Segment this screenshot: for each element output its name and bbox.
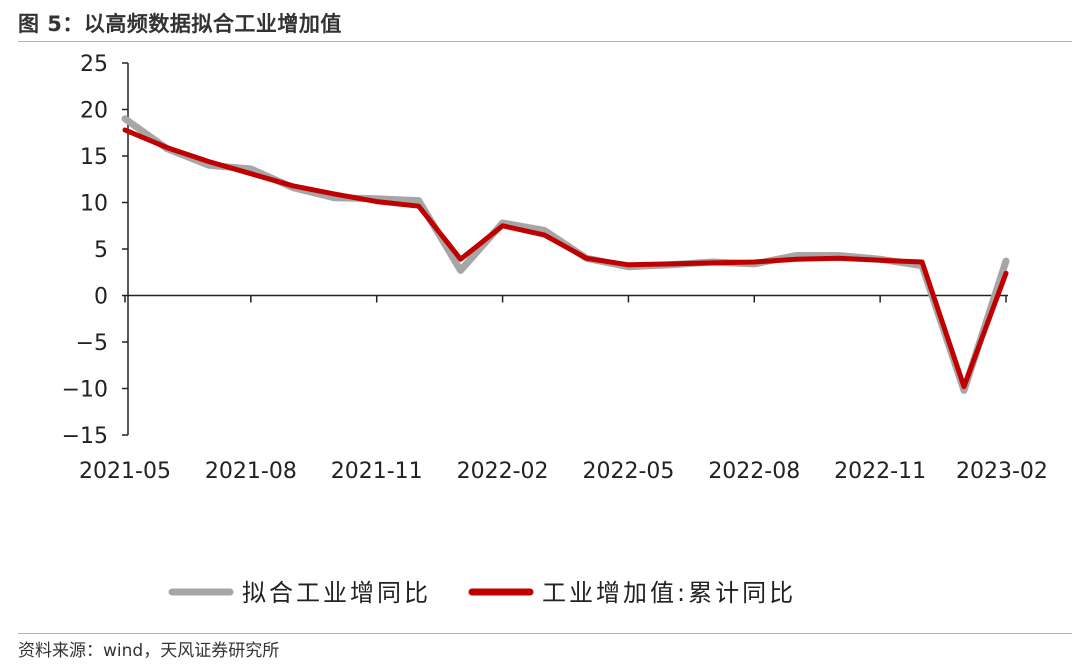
y-tick-label: −15	[62, 424, 108, 449]
series-lines	[121, 115, 1010, 394]
y-tick-label: −5	[76, 331, 108, 356]
x-tick-label: 2021-05	[79, 459, 171, 484]
source-note: 资料来源：wind，天风证券研究所	[18, 641, 280, 661]
line-chart: 25 20 15 10 5 0 −5 −10 −15 2021-05 2021-08 2021-11…	[62, 52, 1048, 607]
y-tick-label: 15	[80, 145, 108, 170]
x-tick-label: 2023-02	[956, 459, 1048, 484]
y-tick-label: 0	[94, 285, 108, 310]
header-divider	[18, 41, 1072, 42]
legend-label: 工业增加值:累计同比	[542, 579, 796, 607]
y-tick-label: −10	[62, 378, 108, 403]
y-tick-label: 5	[94, 238, 108, 263]
x-tick-label: 2022-11	[834, 459, 926, 484]
legend-label: 拟合工业增同比	[242, 579, 431, 607]
y-tick-label: 20	[80, 99, 108, 124]
y-tick-label: 10	[80, 192, 108, 217]
series-line	[121, 115, 1010, 394]
y-tick-label: 25	[80, 52, 108, 77]
legend: 拟合工业增同比 工业增加值:累计同比	[168, 579, 796, 607]
footer-divider	[18, 633, 1072, 634]
x-axis: 2021-05 2021-08 2021-11 2022-02 2022-05 2022-…	[79, 294, 1048, 484]
x-tick-label: 2022-08	[708, 459, 800, 484]
x-tick-label: 2021-11	[331, 459, 423, 484]
x-tick-label: 2022-05	[582, 459, 674, 484]
x-tick-label: 2022-02	[457, 459, 549, 484]
y-axis: 25 20 15 10 5 0 −5 −10 −15	[62, 52, 129, 449]
x-tick-label: 2021-08	[205, 459, 297, 484]
figure-title: 图 5：以高频数据拟合工业增加值	[18, 12, 342, 36]
series-line	[122, 127, 1009, 390]
